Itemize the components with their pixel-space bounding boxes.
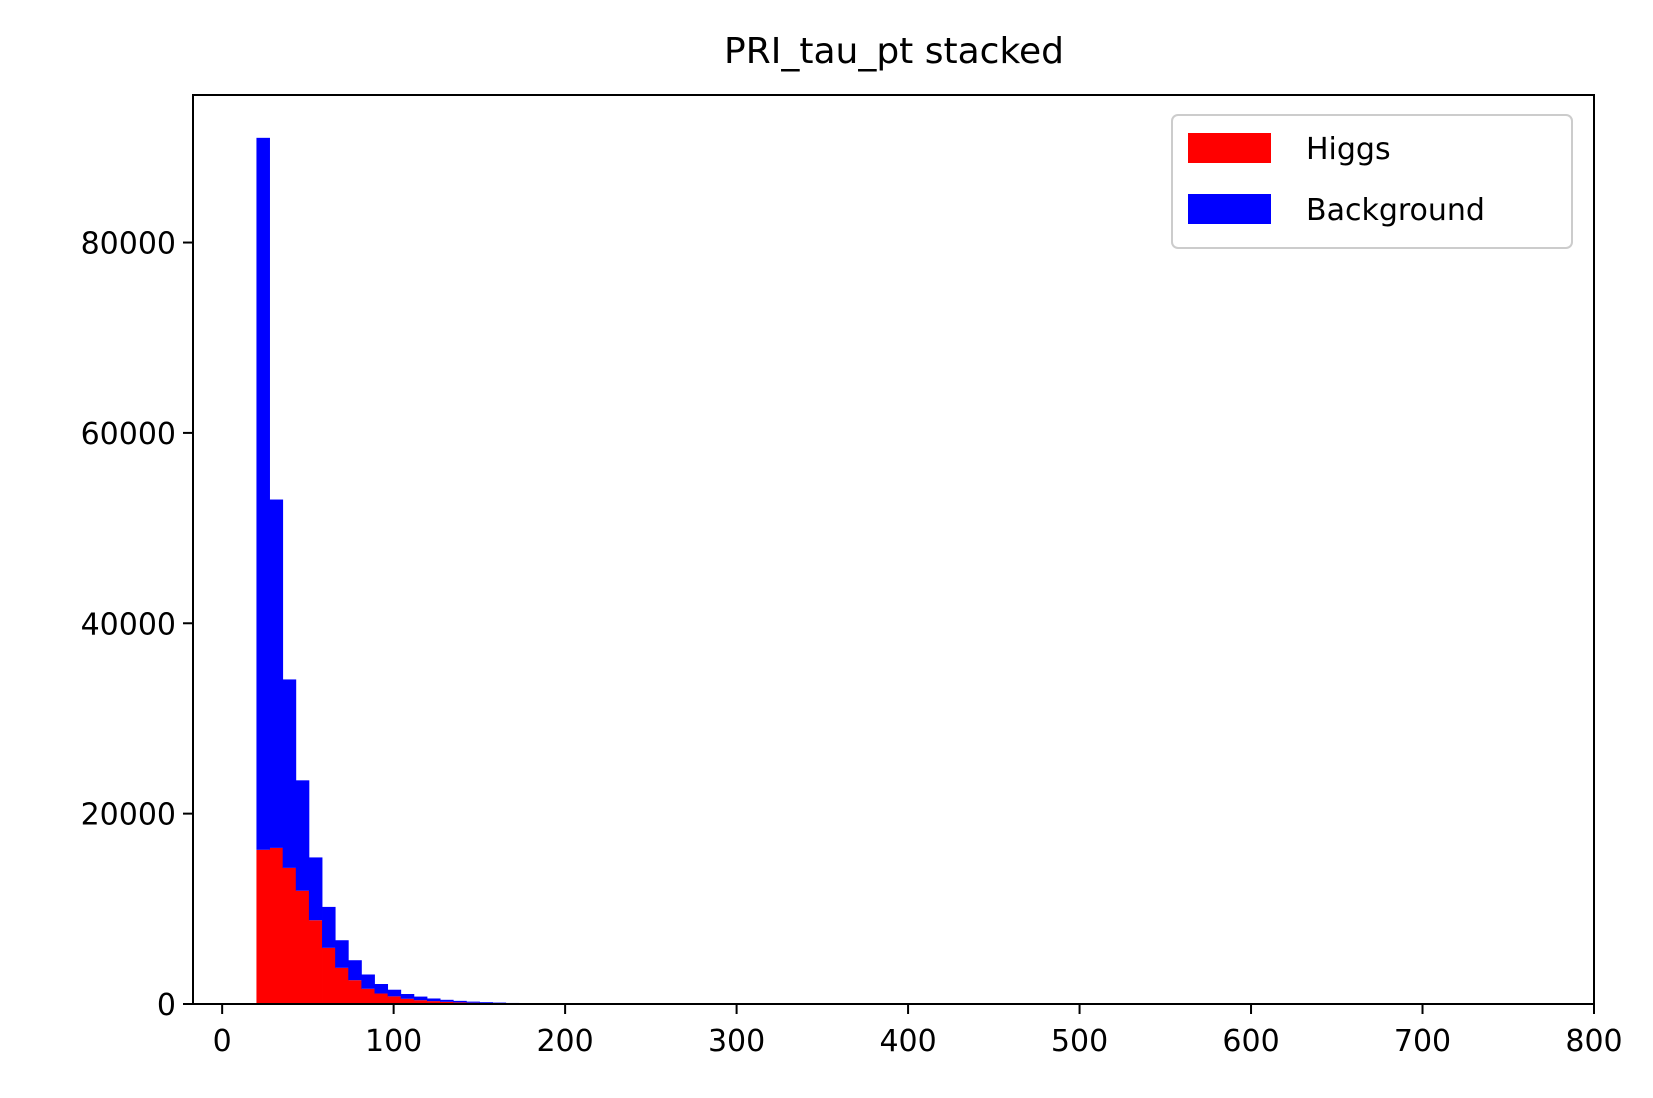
legend-label-background: Background [1306,193,1485,228]
legend-swatch-background [1188,194,1271,224]
bar-higgs [348,980,362,1004]
bar-background [440,999,454,1002]
x-tick-label: 300 [708,1024,765,1059]
x-tick-label: 500 [1051,1024,1108,1059]
x-tick-label: 100 [365,1024,422,1059]
bar-higgs [269,847,284,1004]
legend: Higgs Background [1171,114,1573,249]
plot-frame [192,94,1595,1005]
y-tick-label: 80000 [81,227,176,262]
bar-higgs [282,867,297,1004]
y-tick-label: 40000 [81,607,176,642]
bar-higgs [322,947,336,1004]
bar-higgs [361,988,375,1004]
bar-background [308,857,323,921]
bar-higgs [426,1001,441,1004]
bar-background [453,1000,467,1003]
bar-background [295,780,310,891]
bar-background [282,679,297,868]
bar-background [256,137,270,850]
bar-higgs [335,967,349,1004]
x-tick-label: 0 [213,1024,232,1059]
bars-layer [256,137,520,1004]
bar-background [466,1001,480,1003]
bar-background [322,906,336,948]
bar-background [492,1002,507,1004]
legend-box [1171,114,1573,249]
x-tick-label: 200 [536,1024,593,1059]
x-tick-label: 800 [1565,1024,1622,1059]
bar-background [361,974,375,989]
bar-higgs [400,998,415,1004]
bar-higgs [308,920,323,1004]
bar-higgs [440,1001,454,1004]
bar-background [387,989,402,997]
bar-higgs [413,1000,428,1004]
y-tick-label: 0 [157,988,176,1023]
bar-higgs [374,993,389,1004]
bar-background [348,960,362,981]
bar-background [426,998,441,1002]
x-tick-label: 600 [1222,1024,1279,1059]
bar-higgs [387,996,402,1004]
legend-swatch-higgs [1188,133,1271,163]
x-axis: 0 100 200 300 400 500 600 700 800 [213,1004,1623,1059]
bar-background [374,984,389,994]
bar-background [479,1002,493,1004]
bar-background [335,940,349,968]
y-tick-label: 60000 [81,417,176,452]
bar-background [413,996,428,1001]
y-tick-label: 20000 [81,798,176,833]
bar-background [400,994,415,999]
bar-background [269,499,284,848]
bar-higgs [256,849,270,1004]
chart-title: PRI_tau_pt stacked [724,31,1064,72]
bar-higgs [295,890,310,1004]
legend-label-higgs: Higgs [1306,132,1391,167]
y-axis: 0 20000 40000 60000 80000 [81,227,193,1023]
x-tick-label: 700 [1394,1024,1451,1059]
x-tick-label: 400 [879,1024,936,1059]
